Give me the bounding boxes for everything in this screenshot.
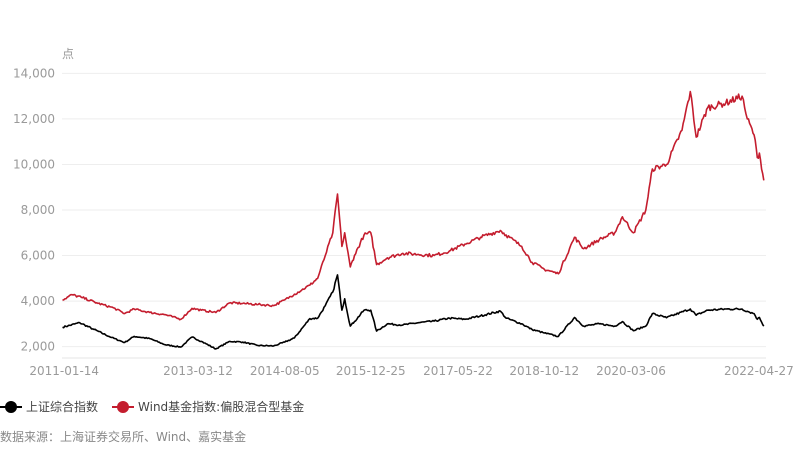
y-tick-label: 10,000 (13, 157, 55, 171)
data-source-note: 数据来源：上海证券交易所、Wind、嘉实基金 (0, 430, 247, 444)
series-line-wind-fund (62, 90, 765, 321)
series-lines (62, 90, 765, 350)
y-tick-label: 8,000 (21, 203, 55, 217)
legend-label-wind-fund: Wind基金指数:偏股混合型基金 (138, 400, 305, 414)
x-tick-label: 2013-03-12 (163, 364, 233, 378)
legend-swatch-wind-fund (112, 400, 135, 413)
x-tick-label: 2020-03-06 (596, 364, 666, 378)
y-axis-ticks: 2,000 4,000 6,000 8,000 10,000 12,000 14,000 (13, 66, 55, 353)
x-tick-label: 2017-05-22 (423, 364, 493, 378)
y-axis-unit-label: 点 (62, 47, 74, 61)
y-tick-label: 14,000 (13, 66, 55, 80)
legend: 上证综合指数 Wind基金指数:偏股混合型基金 (0, 398, 304, 415)
y-tick-label: 2,000 (21, 340, 55, 354)
series-line-sse (62, 274, 765, 350)
legend-swatch-sse (0, 400, 22, 413)
x-axis-ticks: 2011-01-14 2013-03-12 2014-08-05 2015-12-25… (29, 364, 793, 378)
x-tick-label: 2022-04-27 (724, 364, 794, 378)
x-tick-label: 2011-01-14 (29, 364, 99, 378)
grid-lines (62, 72, 766, 359)
legend-label-sse: 上证综合指数 (26, 400, 99, 414)
legend-item-sse[interactable]: 上证综合指数 (0, 398, 98, 415)
line-chart: 2,000 4,000 6,000 8,000 10,000 12,000 14,000 2… (13, 47, 794, 378)
x-tick-label: 2018-10-12 (509, 364, 579, 378)
y-tick-label: 6,000 (21, 249, 55, 263)
x-tick-label: 2014-08-05 (250, 364, 320, 378)
y-tick-label: 12,000 (13, 112, 55, 126)
x-tick-label: 2015-12-25 (336, 364, 406, 378)
y-tick-label: 4,000 (21, 294, 55, 308)
legend-item-wind-fund[interactable]: Wind基金指数:偏股混合型基金 (112, 398, 304, 415)
